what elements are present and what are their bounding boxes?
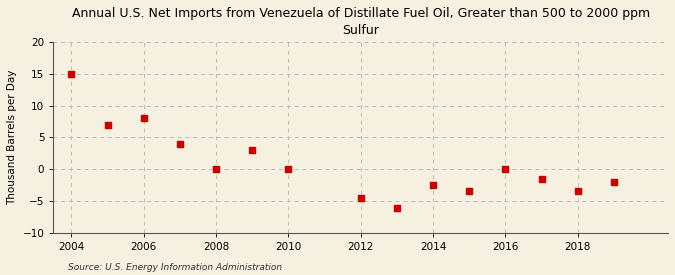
Point — [428, 183, 439, 187]
Point — [355, 196, 366, 200]
Text: Source: U.S. Energy Information Administration: Source: U.S. Energy Information Administ… — [68, 263, 281, 272]
Point — [572, 189, 583, 194]
Y-axis label: Thousand Barrels per Day: Thousand Barrels per Day — [7, 70, 17, 205]
Point — [392, 206, 402, 211]
Point — [66, 72, 77, 76]
Point — [211, 167, 221, 171]
Title: Annual U.S. Net Imports from Venezuela of Distillate Fuel Oil, Greater than 500 : Annual U.S. Net Imports from Venezuela o… — [72, 7, 650, 37]
Point — [464, 189, 475, 194]
Point — [608, 180, 619, 184]
Point — [536, 177, 547, 181]
Point — [175, 142, 186, 146]
Point — [500, 167, 511, 171]
Point — [247, 148, 258, 152]
Point — [102, 123, 113, 127]
Point — [283, 167, 294, 171]
Point — [138, 116, 149, 120]
